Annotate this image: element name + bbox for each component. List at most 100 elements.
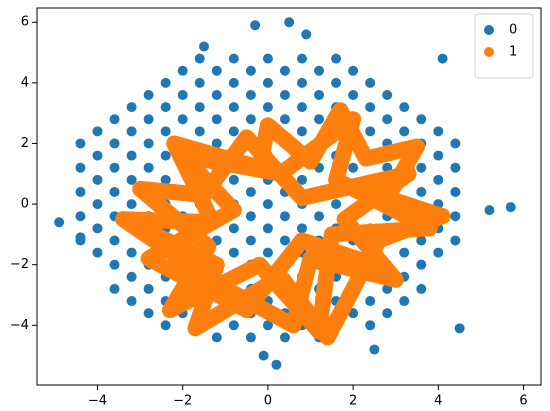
point bbox=[75, 138, 86, 149]
point bbox=[245, 332, 256, 343]
point bbox=[245, 211, 256, 222]
point bbox=[126, 126, 137, 137]
point bbox=[126, 271, 137, 282]
legend-box bbox=[474, 13, 534, 79]
point bbox=[92, 223, 103, 234]
point bbox=[416, 283, 427, 294]
legend: 01 bbox=[474, 13, 534, 79]
point bbox=[279, 332, 290, 343]
point bbox=[484, 205, 495, 216]
point bbox=[228, 223, 239, 234]
point bbox=[143, 114, 154, 125]
point bbox=[143, 89, 154, 100]
point bbox=[284, 17, 295, 28]
point bbox=[211, 89, 222, 100]
point bbox=[279, 89, 290, 100]
point bbox=[126, 199, 137, 210]
point bbox=[109, 235, 120, 246]
point bbox=[245, 186, 256, 197]
point bbox=[143, 162, 154, 173]
point bbox=[331, 199, 342, 210]
point bbox=[296, 77, 307, 88]
point bbox=[454, 323, 465, 334]
point bbox=[92, 199, 103, 210]
point bbox=[92, 247, 103, 258]
point bbox=[177, 65, 188, 76]
point bbox=[296, 126, 307, 137]
point bbox=[314, 211, 325, 222]
point bbox=[228, 320, 239, 331]
point bbox=[505, 202, 516, 213]
point bbox=[365, 126, 376, 137]
point bbox=[296, 53, 307, 64]
point bbox=[160, 102, 171, 113]
x-tick-label: −4 bbox=[88, 394, 107, 409]
point bbox=[348, 89, 359, 100]
point bbox=[296, 102, 307, 113]
series-line bbox=[115, 102, 451, 346]
point bbox=[250, 20, 261, 31]
x-tick-label: 4 bbox=[434, 394, 442, 409]
point bbox=[160, 174, 171, 185]
point bbox=[228, 102, 239, 113]
point bbox=[450, 211, 461, 222]
point bbox=[245, 89, 256, 100]
point bbox=[416, 235, 427, 246]
point bbox=[92, 126, 103, 137]
legend-marker bbox=[484, 25, 494, 35]
point bbox=[194, 53, 205, 64]
point bbox=[160, 150, 171, 161]
legend-label: 0 bbox=[509, 23, 517, 38]
point bbox=[331, 77, 342, 88]
point bbox=[109, 186, 120, 197]
point bbox=[177, 89, 188, 100]
point bbox=[54, 217, 65, 228]
point bbox=[92, 150, 103, 161]
point bbox=[450, 138, 461, 149]
y-tick-label: 0 bbox=[21, 197, 29, 212]
point bbox=[245, 114, 256, 125]
point bbox=[258, 350, 269, 361]
point bbox=[194, 126, 205, 137]
point bbox=[314, 114, 325, 125]
point bbox=[245, 235, 256, 246]
point bbox=[109, 259, 120, 270]
point bbox=[382, 114, 393, 125]
legend-marker bbox=[484, 47, 494, 57]
point bbox=[296, 223, 307, 234]
point bbox=[199, 41, 210, 52]
point bbox=[314, 89, 325, 100]
point bbox=[228, 77, 239, 88]
point bbox=[450, 186, 461, 197]
point bbox=[416, 114, 427, 125]
point bbox=[331, 53, 342, 64]
point bbox=[160, 77, 171, 88]
point bbox=[416, 186, 427, 197]
point bbox=[450, 235, 461, 246]
point bbox=[126, 174, 137, 185]
point bbox=[262, 199, 273, 210]
point bbox=[228, 53, 239, 64]
y-tick-label: −4 bbox=[10, 318, 29, 333]
y-tick-label: 6 bbox=[21, 15, 29, 30]
point bbox=[92, 174, 103, 185]
point bbox=[228, 174, 239, 185]
point bbox=[365, 102, 376, 113]
point bbox=[211, 114, 222, 125]
point bbox=[433, 247, 444, 258]
point bbox=[301, 29, 312, 40]
point bbox=[194, 77, 205, 88]
point bbox=[228, 247, 239, 258]
point bbox=[126, 296, 137, 307]
point bbox=[365, 320, 376, 331]
point bbox=[450, 162, 461, 173]
plot-area bbox=[54, 17, 516, 370]
plot-frame bbox=[36, 7, 542, 386]
point bbox=[126, 102, 137, 113]
point bbox=[126, 150, 137, 161]
point bbox=[262, 77, 273, 88]
x-tick-label: 0 bbox=[264, 394, 272, 409]
point bbox=[433, 174, 444, 185]
y-tick-label: 2 bbox=[21, 136, 29, 151]
